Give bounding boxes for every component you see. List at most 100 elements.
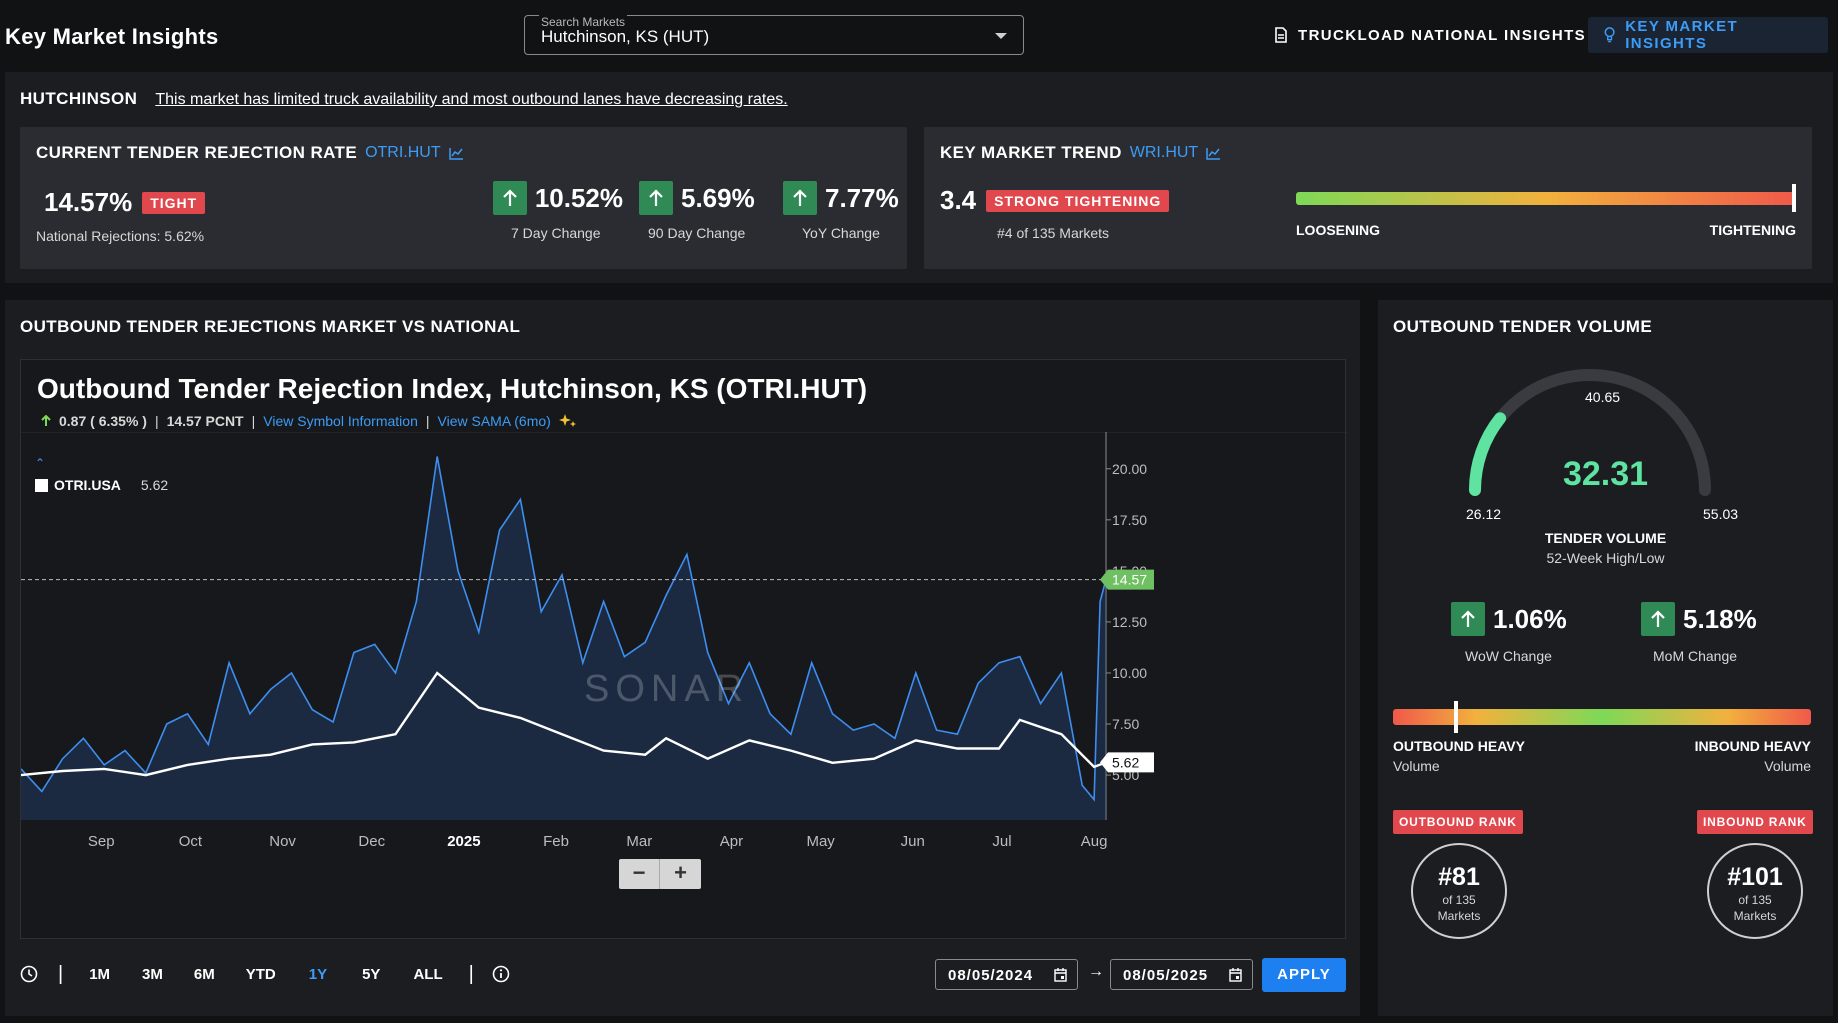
strong-tightening-badge: STRONG TIGHTENING xyxy=(986,189,1170,212)
inbound-rank-badge: INBOUND RANK xyxy=(1697,810,1813,834)
zoom-out-button[interactable]: − xyxy=(619,859,660,889)
trend-card-title: KEY MARKET TREND xyxy=(940,143,1122,162)
series-area-otri-hut xyxy=(21,456,1106,820)
national-rejections: National Rejections: 5.62% xyxy=(36,228,205,244)
range-3m-button[interactable]: 3M xyxy=(142,965,163,983)
chart-icon[interactable] xyxy=(1206,147,1221,160)
sparkle-icon[interactable] xyxy=(558,413,577,429)
chart-change: 0.87 ( 6.35% ) xyxy=(59,413,147,429)
volume-gauge xyxy=(1469,369,1711,496)
arrow-up-icon xyxy=(493,181,527,215)
trend-value: 3.4 xyxy=(940,185,977,215)
x-tick-label: May xyxy=(806,833,835,850)
info-icon[interactable] xyxy=(492,965,510,983)
outbound-rank-circle: #81 of 135 Markets xyxy=(1411,843,1507,939)
calendar-icon[interactable] xyxy=(1054,968,1067,982)
loosening-label: LOOSENING xyxy=(1296,222,1381,238)
volume-section-title: OUTBOUND TENDER VOLUME xyxy=(1393,317,1653,336)
range-6m-button[interactable]: 6M xyxy=(193,965,215,983)
balance-indicator xyxy=(1453,701,1458,733)
key-market-insights-button[interactable]: KEY MARKET INSIGHTS xyxy=(1588,17,1828,53)
date-to-input[interactable]: 08/05/2025 xyxy=(1110,959,1253,990)
inbound-heavy-label: INBOUND HEAVY xyxy=(1694,738,1811,754)
view-sama-link[interactable]: View SAMA (6mo) xyxy=(437,413,551,429)
rank-markets: Markets xyxy=(1437,909,1481,923)
chevron-down-icon[interactable] xyxy=(995,33,1007,39)
x-tick-label: Oct xyxy=(179,833,203,850)
rejection-card-title: CURRENT TENDER REJECTION RATE xyxy=(36,143,358,162)
chart-last: 14.57 PCNT xyxy=(166,413,244,429)
inbound-rank-circle: #101 of 135 Markets xyxy=(1707,843,1803,939)
y-tick-label: 10.00 xyxy=(1112,665,1147,681)
zoom-controls: − + xyxy=(619,859,701,889)
date-arrow: → xyxy=(1088,963,1104,980)
outbound-rank-badge: OUTBOUND RANK xyxy=(1393,810,1523,834)
trend-symbol-link[interactable]: WRI.HUT xyxy=(1129,144,1199,161)
apply-button[interactable]: APPLY xyxy=(1262,958,1346,992)
truckload-national-insights-label: TRUCKLOAD NATIONAL INSIGHTS xyxy=(1298,26,1587,44)
tender-rejections-panel: OUTBOUND TENDER REJECTIONS MARKET VS NAT… xyxy=(5,300,1360,1016)
change-value: 7.77% xyxy=(825,182,899,213)
balance-bar xyxy=(1393,709,1811,725)
mom-change: 5.18% MoM Change xyxy=(1641,602,1757,664)
range-ytd-button[interactable]: YTD xyxy=(245,965,276,983)
change-yoy: 7.77% YoY Change xyxy=(783,181,903,241)
gauge-low-label: 26.12 xyxy=(1466,506,1502,522)
arrow-up-icon xyxy=(1451,602,1485,636)
market-name: HUTCHINSON xyxy=(20,89,138,108)
inbound-heavy-sub: Volume xyxy=(1764,758,1811,774)
chart-icon[interactable] xyxy=(448,147,464,160)
date-from-input[interactable]: 08/05/2024 xyxy=(935,959,1078,990)
y-tick-label: 17.50 xyxy=(1112,512,1147,528)
clock-icon[interactable] xyxy=(20,965,38,983)
range-1y-button[interactable]: 1Y xyxy=(308,965,328,983)
x-tick-label: Feb xyxy=(543,833,569,850)
y-tick-label: 7.50 xyxy=(1112,716,1139,732)
legend-value: 5.62 xyxy=(140,477,169,493)
x-tick-label: Aug xyxy=(1081,833,1108,850)
rank-of: of 135 xyxy=(1738,893,1772,907)
x-tick-label: Mar xyxy=(626,833,652,850)
x-tick-label: Jun xyxy=(901,833,925,850)
range-1m-button[interactable]: 1M xyxy=(89,965,111,983)
date-to-value: 08/05/2025 xyxy=(1123,967,1209,984)
chart-plot[interactable]: 20.0017.5015.0012.5010.007.505.00SepOctN… xyxy=(21,432,1347,852)
legend-collapse-icon[interactable]: ⌃ xyxy=(35,456,46,470)
view-symbol-link[interactable]: View Symbol Information xyxy=(263,413,418,429)
tender-volume-label: TENDER VOLUME xyxy=(1544,530,1667,546)
range-5y-button[interactable]: 5Y xyxy=(362,965,381,983)
market-summary-panel: HUTCHINSON This market has limited truck… xyxy=(5,72,1833,283)
range-all-button[interactable]: ALL xyxy=(413,965,443,983)
series-line-otri-usa xyxy=(21,671,1107,777)
tender-volume-panel: OUTBOUND TENDER VOLUME 40.65 32.31 26.12… xyxy=(1378,300,1833,1016)
otri-hut-last-tag-label: 14.57 xyxy=(1112,572,1147,588)
gauge-high-label: 55.03 xyxy=(1703,506,1739,522)
zoom-in-button[interactable]: + xyxy=(674,860,687,885)
series-line-otri-hut xyxy=(21,456,1107,802)
outbound-rank-value: #81 xyxy=(1438,863,1480,891)
chart-container: Outbound Tender Rejection Index, Hutchin… xyxy=(20,359,1347,939)
trend-bar xyxy=(1296,192,1796,205)
mom-value: 5.18% xyxy=(1683,603,1757,634)
gauge-mid-label: 40.65 xyxy=(1585,389,1621,405)
change-value: 10.52% xyxy=(534,182,623,213)
top-bar: Key Market Insights Search Markets Hutch… xyxy=(0,0,1838,68)
x-tick-label: Dec xyxy=(358,833,385,850)
market-trend-card: KEY MARKET TREND WRI.HUT 3.4 STRONG TIGH… xyxy=(924,127,1812,269)
toolbar-divider: | xyxy=(58,962,64,985)
otri-usa-last-tag xyxy=(1100,752,1154,773)
change-90day: 5.69% 90 Day Change xyxy=(639,181,769,241)
change-7day: 10.52% 7 Day Change xyxy=(493,181,623,241)
calendar-icon[interactable] xyxy=(1229,968,1242,982)
arrow-up-icon xyxy=(1641,602,1675,636)
search-value: Hutchinson, KS (HUT) xyxy=(541,27,710,46)
wow-change: 1.06% WoW Change xyxy=(1451,602,1567,664)
rank-of: of 135 xyxy=(1442,893,1476,907)
search-markets-select[interactable]: Search Markets Hutchinson, KS (HUT) xyxy=(524,15,1024,55)
tender-volume-sublabel: 52-Week High/Low xyxy=(1546,550,1665,566)
document-icon xyxy=(1275,27,1287,43)
rejection-symbol-link[interactable]: OTRI.HUT xyxy=(365,144,441,161)
change-label: YoY Change xyxy=(802,225,880,241)
truckload-national-insights-button[interactable]: TRUCKLOAD NATIONAL INSIGHTS xyxy=(1258,17,1602,53)
rejection-rate-card: CURRENT TENDER REJECTION RATE OTRI.HUT 1… xyxy=(20,127,907,269)
